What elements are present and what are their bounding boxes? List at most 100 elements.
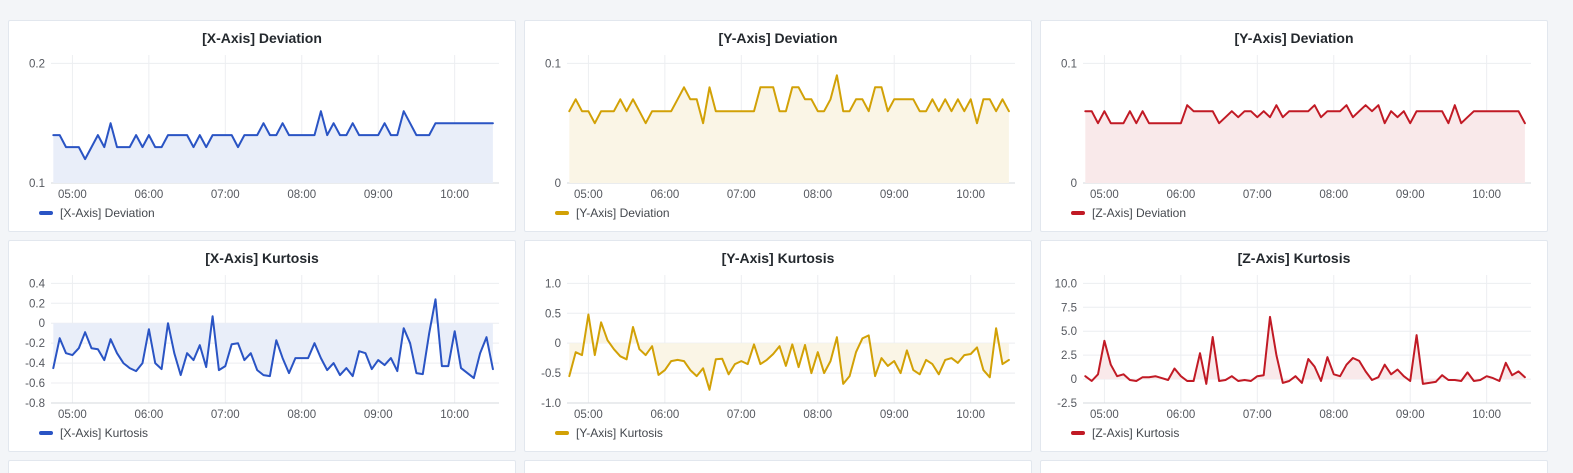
panel-x-axis-deviation: [X-Axis] Deviation 05:00 06:00 07:00 08:00 0… (8, 20, 516, 232)
time-series-chart[interactable]: 05:00 06:00 07:00 08:00 09:00 10:00 0.1 0 (1049, 49, 1539, 203)
svg-text:09:00: 09:00 (1396, 189, 1425, 201)
svg-text:2.5: 2.5 (1061, 350, 1077, 362)
panel-z-axis-deviation: [Y-Axis] Deviation 05:00 06:00 07:00 08:00 0… (1040, 20, 1548, 232)
panel-title[interactable]: [X-Axis] Velocity RMS (17, 467, 507, 473)
legend-label: [Z-Axis] Deviation (1092, 206, 1187, 220)
svg-text:0.5: 0.5 (545, 308, 561, 320)
time-series-chart[interactable]: 05:00 06:00 07:00 08:00 09:00 10:00 0.1 0 (533, 49, 1023, 203)
svg-text:08:00: 08:00 (1319, 409, 1348, 421)
legend-swatch-icon (39, 211, 53, 215)
svg-text:10:00: 10:00 (440, 189, 469, 201)
svg-text:-0.6: -0.6 (25, 378, 45, 390)
svg-text:06:00: 06:00 (134, 409, 163, 421)
svg-text:07:00: 07:00 (211, 409, 240, 421)
panel-z-axis-kurtosis: [Z-Axis] Kurtosis 05:00 06:00 07:00 08:00 09… (1040, 240, 1548, 452)
svg-text:07:00: 07:00 (1243, 189, 1272, 201)
legend-swatch-icon (555, 211, 569, 215)
svg-text:1.0: 1.0 (545, 278, 561, 290)
svg-text:06:00: 06:00 (650, 189, 679, 201)
panel-title[interactable]: [Y-Axis] Deviation (1234, 30, 1354, 46)
panel-y-axis-velocity-rms-partial: [Y-Axis] Velocity RMS (524, 460, 1032, 473)
panel-title[interactable]: [Z-Axis] Kurtosis (1237, 250, 1351, 266)
svg-text:10:00: 10:00 (956, 409, 985, 421)
svg-text:08:00: 08:00 (1319, 189, 1348, 201)
time-series-chart[interactable]: 05:00 06:00 07:00 08:00 09:00 10:00 10.0 7.5 5.0… (1049, 269, 1539, 423)
svg-text:0.2: 0.2 (29, 58, 45, 70)
svg-text:0: 0 (1071, 178, 1077, 190)
svg-text:05:00: 05:00 (58, 409, 87, 421)
panel-title[interactable]: [Y-Axis] Deviation (718, 30, 838, 46)
svg-text:05:00: 05:00 (1090, 189, 1119, 201)
legend-item[interactable]: [X-Axis] Deviation (17, 203, 507, 223)
legend-item[interactable]: [X-Axis] Kurtosis (17, 423, 507, 443)
svg-text:10.0: 10.0 (1055, 278, 1077, 290)
legend-label: [Y-Axis] Kurtosis (576, 426, 663, 440)
panel-title[interactable]: [X-Axis] Kurtosis (205, 250, 319, 266)
svg-text:08:00: 08:00 (287, 409, 316, 421)
svg-text:10:00: 10:00 (956, 189, 985, 201)
time-series-chart[interactable]: 05:00 06:00 07:00 08:00 09:00 10:00 1.0 0.5 0 -0.… (533, 269, 1023, 423)
svg-text:0: 0 (555, 178, 561, 190)
legend-item[interactable]: [Z-Axis] Deviation (1049, 203, 1539, 223)
svg-text:08:00: 08:00 (803, 189, 832, 201)
svg-text:10:00: 10:00 (1472, 409, 1501, 421)
legend-item[interactable]: [Z-Axis] Kurtosis (1049, 423, 1539, 443)
svg-text:0.1: 0.1 (1061, 58, 1077, 70)
svg-text:0.2: 0.2 (29, 298, 45, 310)
svg-text:0: 0 (1071, 374, 1077, 386)
svg-text:05:00: 05:00 (574, 409, 603, 421)
svg-text:09:00: 09:00 (880, 189, 909, 201)
svg-text:06:00: 06:00 (1166, 409, 1195, 421)
svg-text:07:00: 07:00 (1243, 409, 1272, 421)
svg-text:-0.5: -0.5 (541, 368, 561, 380)
legend-label: [X-Axis] Kurtosis (60, 426, 149, 440)
svg-text:09:00: 09:00 (364, 409, 393, 421)
svg-text:0.1: 0.1 (29, 178, 45, 190)
panel-y-axis-deviation: [Y-Axis] Deviation 05:00 06:00 07:00 08:00 0… (524, 20, 1032, 232)
svg-text:-0.8: -0.8 (25, 398, 45, 410)
svg-text:09:00: 09:00 (880, 409, 909, 421)
time-series-chart[interactable]: 05:00 06:00 07:00 08:00 09:00 10:00 0.2 0.1 (17, 49, 507, 203)
svg-text:0.1: 0.1 (545, 58, 561, 70)
svg-text:0: 0 (555, 338, 561, 350)
svg-text:5.0: 5.0 (1061, 326, 1077, 338)
svg-text:09:00: 09:00 (364, 189, 393, 201)
panel-title[interactable]: [X-Axis] Deviation (202, 30, 322, 46)
svg-text:10:00: 10:00 (440, 409, 469, 421)
svg-text:07:00: 07:00 (727, 189, 756, 201)
svg-text:-0.4: -0.4 (25, 358, 45, 370)
svg-text:08:00: 08:00 (803, 409, 832, 421)
legend-label: [Y-Axis] Deviation (576, 206, 670, 220)
panel-x-axis-kurtosis: [X-Axis] Kurtosis 05:00 06:00 07:00 08:00 09… (8, 240, 516, 452)
panel-z-axis-velocity-rms-partial: [Z-Axis] Velocity RMS (1040, 460, 1548, 473)
legend-item[interactable]: [Y-Axis] Kurtosis (533, 423, 1023, 443)
svg-text:06:00: 06:00 (650, 409, 679, 421)
svg-text:09:00: 09:00 (1396, 409, 1425, 421)
svg-text:05:00: 05:00 (58, 189, 87, 201)
svg-text:05:00: 05:00 (1090, 409, 1119, 421)
legend-swatch-icon (555, 431, 569, 435)
panel-title[interactable]: [Z-Axis] Velocity RMS (1049, 467, 1539, 473)
svg-text:07:00: 07:00 (211, 189, 240, 201)
legend-swatch-icon (39, 431, 53, 435)
legend-swatch-icon (1071, 431, 1085, 435)
time-series-chart[interactable]: 05:00 06:00 07:00 08:00 09:00 10:00 0.4 0.2 0 -0.… (17, 269, 507, 423)
panel-grid: [X-Axis] Deviation 05:00 06:00 07:00 08:00 0… (8, 20, 1573, 473)
svg-text:-0.2: -0.2 (25, 338, 45, 350)
svg-text:08:00: 08:00 (287, 189, 316, 201)
svg-text:07:00: 07:00 (727, 409, 756, 421)
svg-text:7.5: 7.5 (1061, 302, 1077, 314)
legend-item[interactable]: [Y-Axis] Deviation (533, 203, 1023, 223)
svg-text:-1.0: -1.0 (541, 398, 561, 410)
legend-label: [Z-Axis] Kurtosis (1092, 426, 1180, 440)
svg-text:06:00: 06:00 (134, 189, 163, 201)
svg-text:0: 0 (39, 318, 45, 330)
legend-swatch-icon (1071, 211, 1085, 215)
svg-text:05:00: 05:00 (574, 189, 603, 201)
panel-title[interactable]: [Y-Axis] Velocity RMS (533, 467, 1023, 473)
legend-label: [X-Axis] Deviation (60, 206, 155, 220)
svg-text:10:00: 10:00 (1472, 189, 1501, 201)
panel-title[interactable]: [Y-Axis] Kurtosis (721, 250, 835, 266)
panel-x-axis-velocity-rms-partial: [X-Axis] Velocity RMS (8, 460, 516, 473)
